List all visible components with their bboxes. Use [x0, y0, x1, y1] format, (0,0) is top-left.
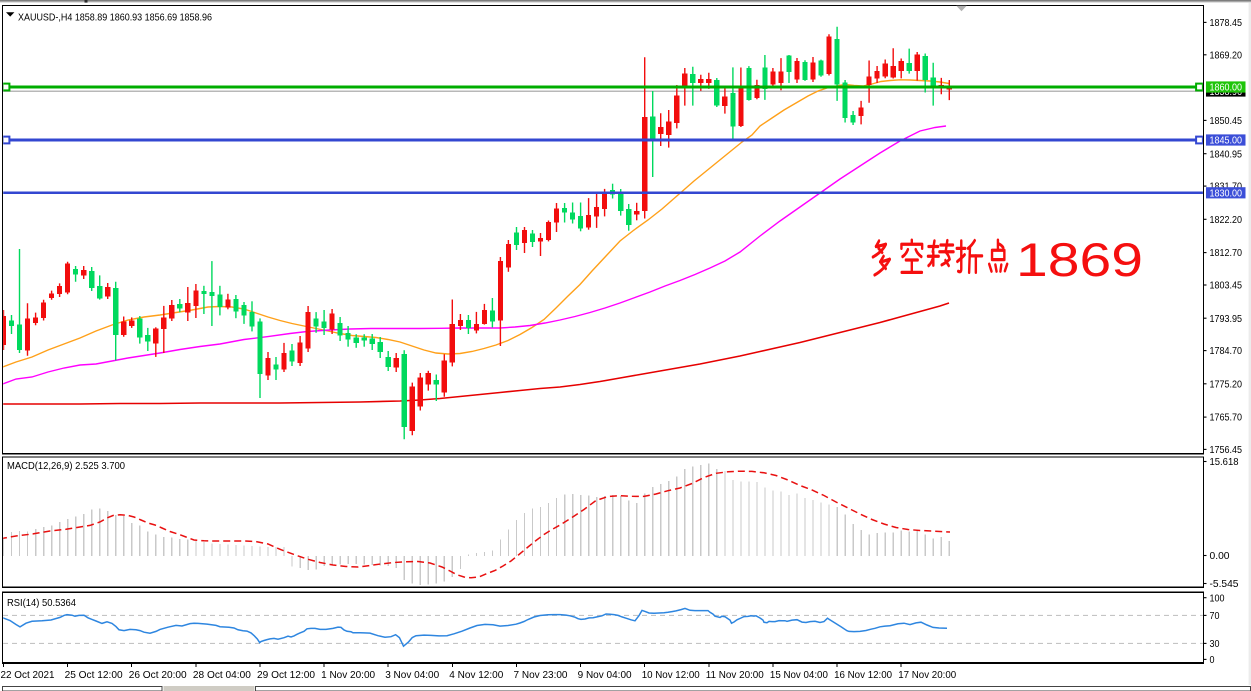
svg-text:1793.95: 1793.95 — [1210, 313, 1243, 325]
svg-text:0.00: 0.00 — [1210, 550, 1230, 562]
svg-text:-5.545: -5.545 — [1210, 578, 1239, 590]
svg-text:0: 0 — [1210, 654, 1215, 666]
svg-text:16 Nov 12:00: 16 Nov 12:00 — [834, 669, 892, 681]
svg-text:1765.70: 1765.70 — [1210, 412, 1243, 424]
svg-text:9 Nov 04:00: 9 Nov 04:00 — [578, 669, 632, 681]
svg-text:25 Oct 12:00: 25 Oct 12:00 — [65, 669, 123, 681]
svg-text:1840.95: 1840.95 — [1210, 148, 1243, 160]
svg-text:XAUUSD-,H4 1858.89 1860.93 18: XAUUSD-,H4 1858.89 1860.93 1856.69 1858.… — [18, 11, 212, 23]
svg-text:100: 100 — [1210, 592, 1225, 604]
svg-text:1830.00: 1830.00 — [1210, 188, 1243, 200]
svg-text:1775.20: 1775.20 — [1210, 378, 1243, 390]
svg-text:1756.45: 1756.45 — [1210, 444, 1243, 456]
svg-text:4 Nov 12:00: 4 Nov 12:00 — [449, 669, 503, 681]
svg-text:MACD(12,26,9) 2.525 3.700: MACD(12,26,9) 2.525 3.700 — [7, 460, 125, 472]
svg-text:15.618: 15.618 — [1210, 456, 1239, 468]
svg-text:15 Nov 04:00: 15 Nov 04:00 — [770, 669, 828, 681]
svg-text:1803.45: 1803.45 — [1210, 280, 1243, 292]
svg-text:RSI(14) 50.5364: RSI(14) 50.5364 — [7, 597, 76, 609]
svg-text:1860.00: 1860.00 — [1210, 82, 1243, 94]
svg-text:28 Oct 04:00: 28 Oct 04:00 — [193, 669, 251, 681]
svg-text:1869: 1869 — [1016, 233, 1143, 286]
svg-text:10 Nov 12:00: 10 Nov 12:00 — [642, 669, 700, 681]
svg-text:22 Oct 2021: 22 Oct 2021 — [1, 669, 55, 681]
svg-text:3 Nov 04:00: 3 Nov 04:00 — [385, 669, 439, 681]
svg-text:26 Oct 20:00: 26 Oct 20:00 — [129, 669, 187, 681]
svg-text:17 Nov 20:00: 17 Nov 20:00 — [898, 669, 956, 681]
svg-text:1822.20: 1822.20 — [1210, 214, 1243, 226]
svg-text:11 Nov 20:00: 11 Nov 20:00 — [706, 669, 764, 681]
svg-text:30: 30 — [1210, 638, 1220, 650]
svg-text:1784.70: 1784.70 — [1210, 345, 1243, 357]
svg-text:70: 70 — [1210, 610, 1220, 622]
svg-text:1850.45: 1850.45 — [1210, 115, 1243, 127]
svg-text:29 Oct 12:00: 29 Oct 12:00 — [257, 669, 315, 681]
svg-text:1 Nov 20:00: 1 Nov 20:00 — [321, 669, 375, 681]
svg-text:1869.20: 1869.20 — [1210, 49, 1243, 61]
svg-text:7 Nov 23:00: 7 Nov 23:00 — [514, 669, 568, 681]
svg-text:1812.70: 1812.70 — [1210, 247, 1243, 259]
svg-text:1845.00: 1845.00 — [1210, 135, 1243, 147]
svg-text:1878.45: 1878.45 — [1210, 17, 1243, 29]
